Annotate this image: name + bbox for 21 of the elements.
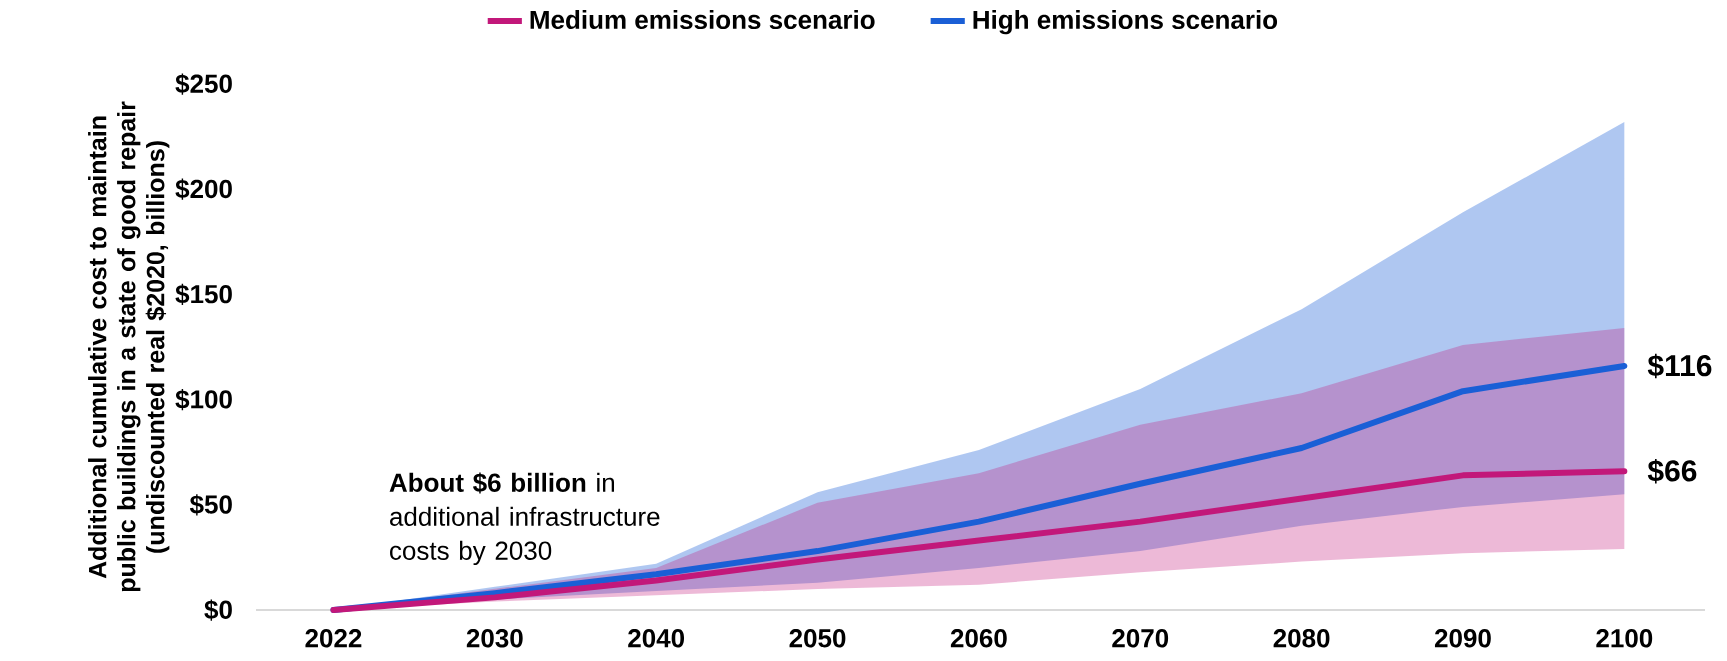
x-tick-label: 2060 bbox=[950, 629, 1007, 648]
x-tick-label: 2090 bbox=[1434, 629, 1491, 648]
x-tick-label: 2040 bbox=[628, 629, 685, 648]
x-tick-label: 2100 bbox=[1596, 629, 1653, 648]
x-tick-label: 2050 bbox=[789, 629, 846, 648]
x-tick-label: 2030 bbox=[466, 629, 523, 648]
y-tick-label: $150 bbox=[175, 283, 232, 306]
y-tick-label: $250 bbox=[175, 73, 232, 95]
data-label: $66 bbox=[1647, 458, 1697, 484]
legend-label: High emissions scenario bbox=[973, 9, 1278, 35]
legend-label: Medium emissions scenario bbox=[530, 9, 875, 30]
y-tick-label: $100 bbox=[175, 389, 232, 411]
y-axis-title: Additional cumulative cost to maintain public buildings in a state of good repair (undiscounted real $2020, billions) bbox=[88, 101, 170, 592]
y-tick-label: $200 bbox=[175, 178, 232, 200]
y-tick-label: $50 bbox=[189, 494, 232, 516]
data-label: $116 bbox=[1647, 353, 1712, 379]
x-tick-label: 2080 bbox=[1273, 629, 1330, 648]
annotation: About $6 billion in additional infrastructure costs by 2030 bbox=[389, 472, 660, 566]
x-tick-label: 2070 bbox=[1112, 629, 1169, 648]
x-tick-label: 2022 bbox=[305, 629, 362, 648]
y-tick-label: $0 bbox=[204, 599, 232, 621]
